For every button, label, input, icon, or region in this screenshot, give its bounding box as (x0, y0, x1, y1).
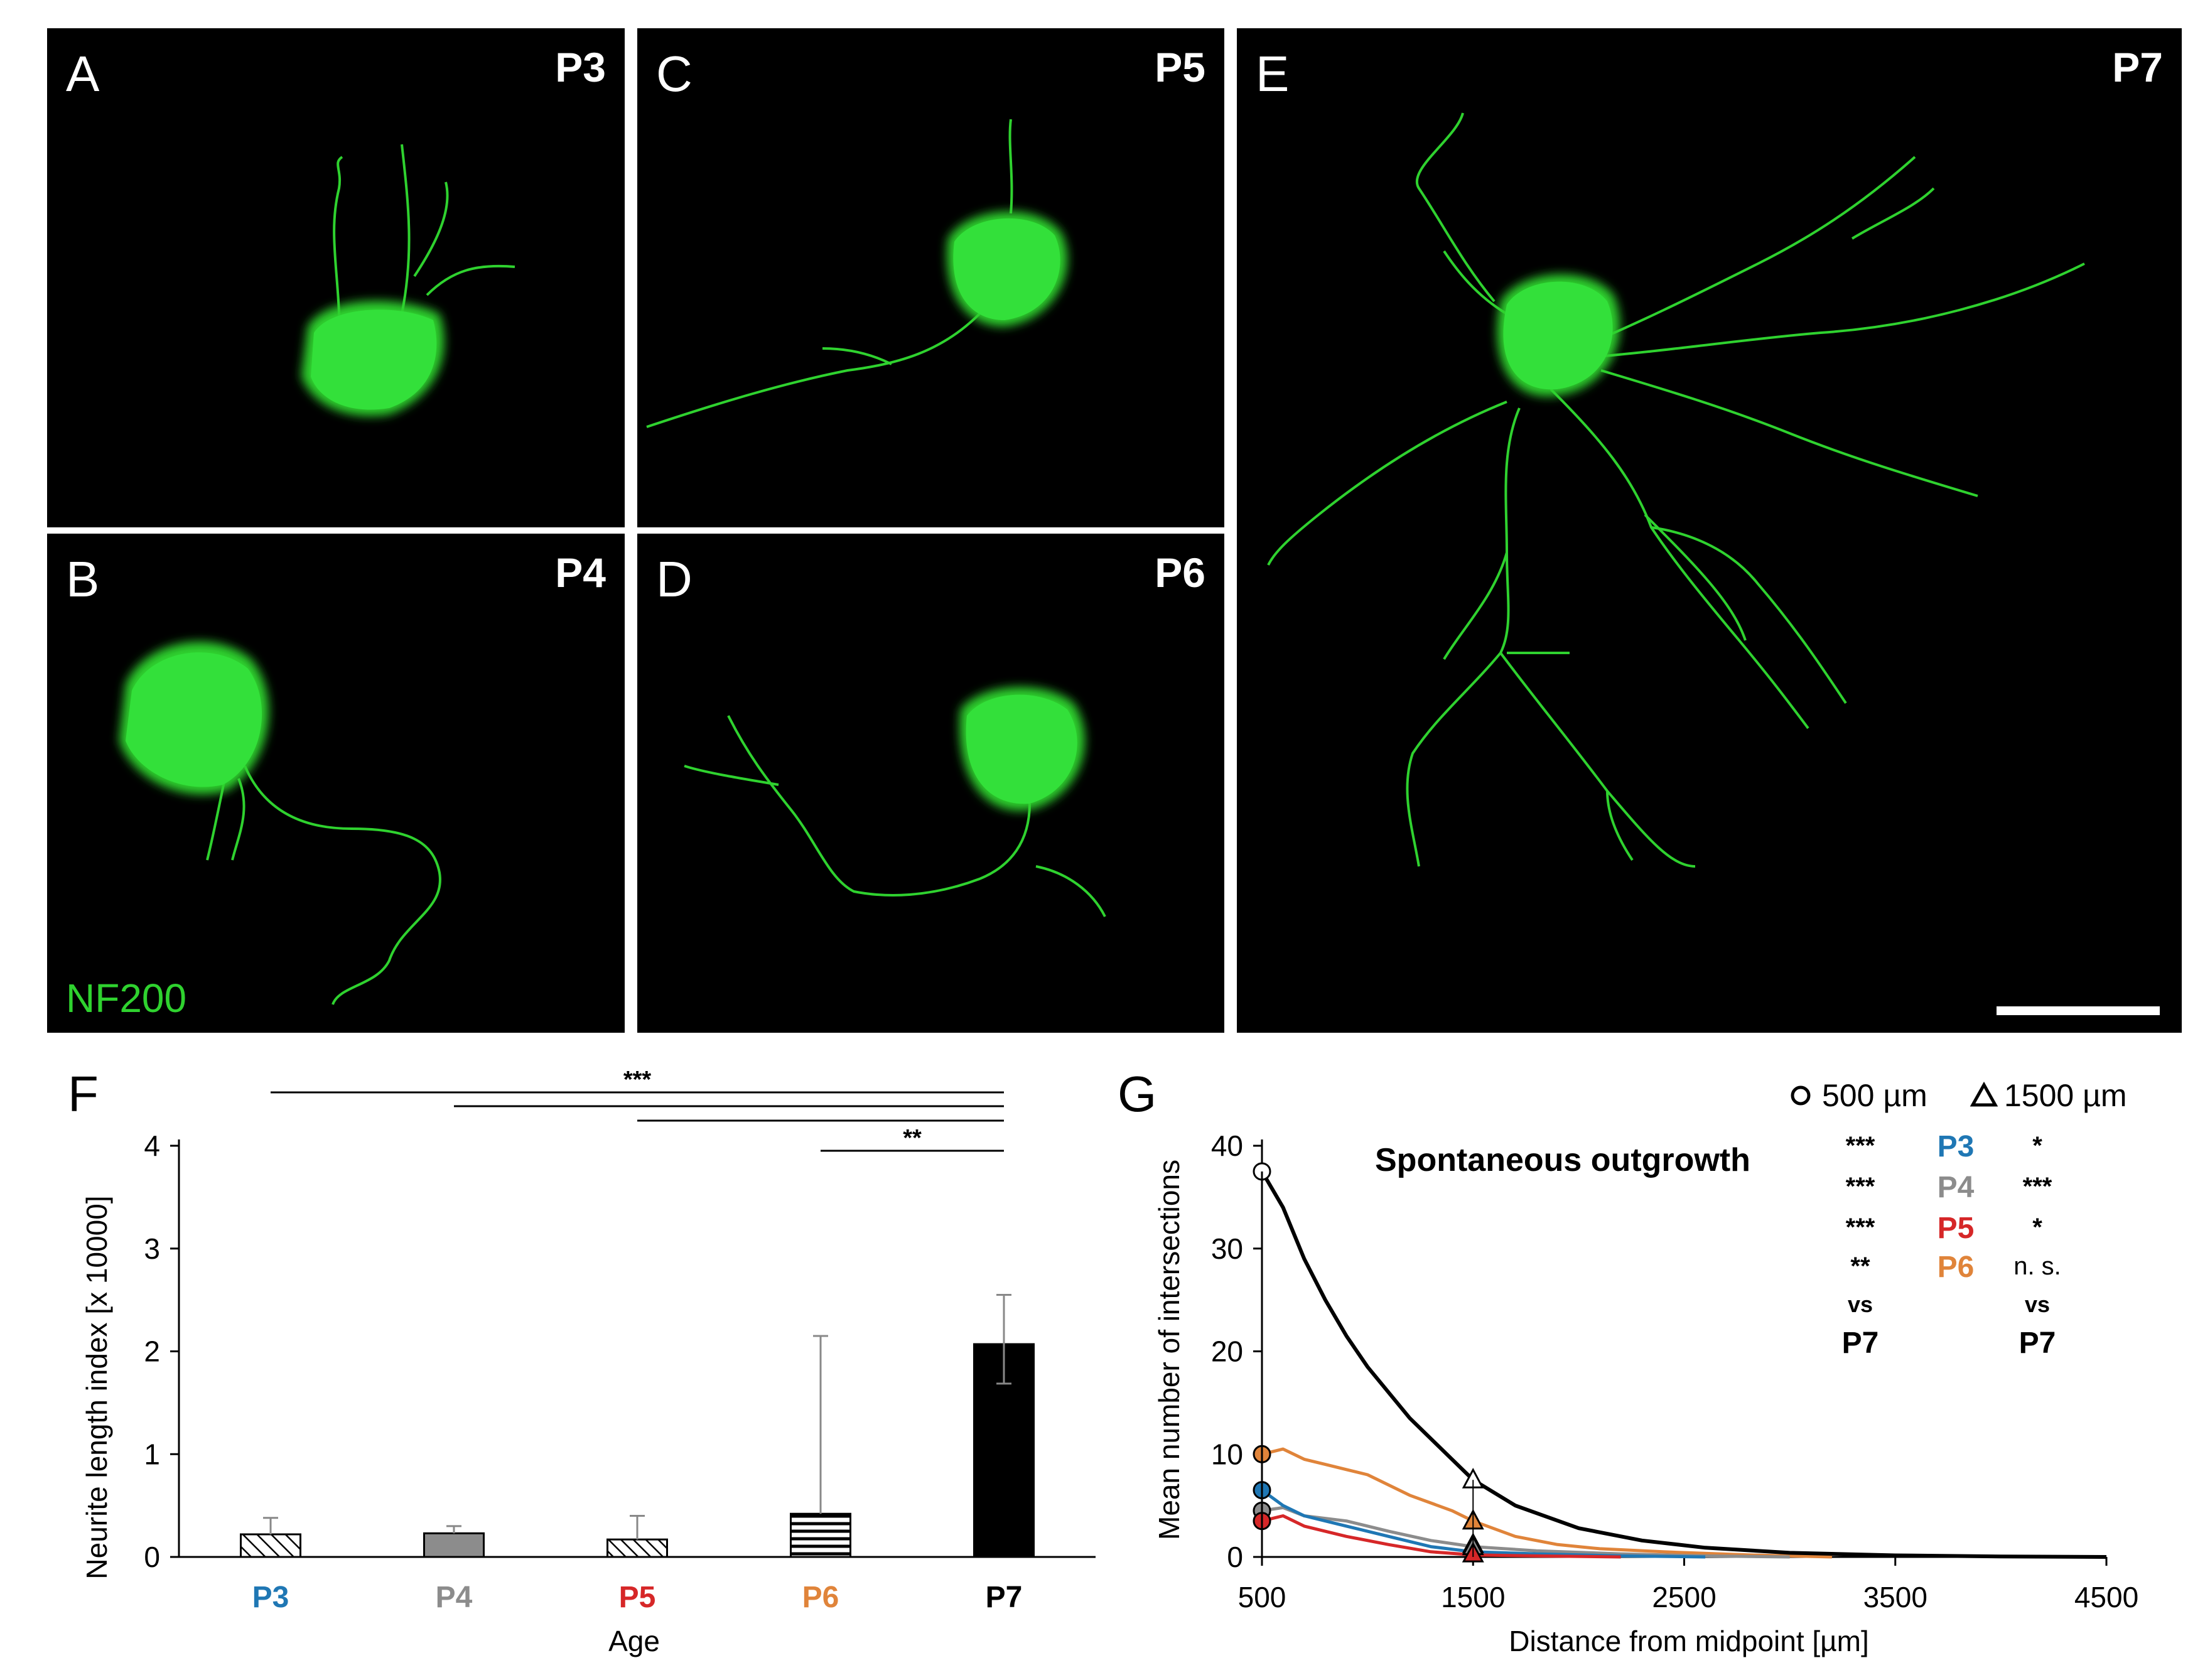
stats-ref-left: P7 (1842, 1327, 1879, 1360)
stats-row: *** P3 * (1846, 1130, 2043, 1163)
series-line-p5 (1261, 1514, 1621, 1559)
stats-p6-1500: n. s. (2013, 1252, 2061, 1280)
neurites-e (1267, 112, 2085, 868)
scale-bar (1997, 1006, 2160, 1015)
panel-age-e: P7 (2112, 44, 2163, 90)
chart-f-ylabel: Neurite length index [x 10000] (80, 1195, 113, 1579)
legend-triangle-icon (1970, 1081, 1998, 1107)
panel-age-c: P5 (1155, 44, 1205, 90)
chart-g-xlabel: Distance from midpoint [µm] (1509, 1625, 1869, 1657)
panel-letter-d: D (656, 551, 693, 607)
stats-p4-1500: *** (2023, 1173, 2052, 1200)
chart-g-xtick-label: 1500 (1441, 1581, 1505, 1613)
bar-p3 (240, 1533, 301, 1558)
chart-g-ytick-label: 20 (1211, 1335, 1243, 1368)
stats-p5-1500: * (2032, 1214, 2042, 1241)
legend-circle-icon (1791, 1085, 1811, 1106)
bar-p6 (790, 1512, 851, 1558)
chart-g-ytick-label: 40 (1211, 1129, 1243, 1162)
chart-f-xlabel: Age (608, 1625, 660, 1657)
chart-g-ytick-label: 10 (1211, 1438, 1243, 1470)
panel-letter-e: E (1256, 46, 1289, 102)
panel-age-d: P6 (1155, 549, 1205, 596)
legend-circle-label: 500 µm (1822, 1078, 1927, 1113)
significance-label: ** (903, 1125, 922, 1151)
chart-g-xtick-label: 4500 (2074, 1581, 2138, 1613)
chart-g-xtick-label: 500 (1238, 1581, 1286, 1613)
category-label-p6: P6 (802, 1581, 839, 1614)
micrograph-panels: A P3 B P4 NF200 (47, 28, 2182, 1033)
neurites-c (646, 119, 1013, 428)
chart-f-ytick-label: 2 (144, 1335, 160, 1368)
panel-c: C P5 (637, 28, 1224, 527)
panel-letter-a: A (66, 46, 100, 102)
chart-f-ytick-label: 1 (144, 1438, 160, 1470)
stats-row: ** P6 n. s. (1850, 1251, 2061, 1284)
neurites-d (684, 715, 1106, 917)
category-label-p7: P7 (986, 1581, 1023, 1614)
stats-p5-500: *** (1846, 1214, 1875, 1241)
chart-g-stats: *** P3 * *** P4 *** *** P5 * ** P6 n. s.… (1842, 1130, 2061, 1360)
chart-g-ytick-label: 0 (1227, 1541, 1243, 1573)
stats-vs-left: vs (1848, 1291, 1873, 1317)
bar-p5 (606, 1538, 668, 1558)
chart-g-title: Spontaneous outgrowth (1375, 1142, 1750, 1178)
legend-triangle-label: 1500 µm (2004, 1078, 2127, 1113)
panel-letter-c: C (656, 46, 693, 102)
panel-letter-b: B (66, 551, 99, 607)
panel-age-a: P3 (555, 44, 606, 90)
chart-g-legend: 500 µm 1500 µm (1791, 1078, 2127, 1113)
stats-vs-right: vs (2025, 1291, 2050, 1317)
bar-p4 (423, 1532, 485, 1558)
category-label-p3: P3 (252, 1581, 289, 1614)
series-line-p6 (1261, 1447, 1832, 1559)
stain-label: NF200 (66, 976, 186, 1021)
series-line-p7 (1260, 1170, 2107, 1559)
category-label-p4: P4 (436, 1581, 473, 1614)
chart-g-xtick-label: 2500 (1652, 1581, 1716, 1613)
stats-p3-1500: * (2032, 1132, 2042, 1160)
chart-g: G Mean number of intersections Distance … (1118, 1066, 2138, 1657)
chart-f-ytick-label: 0 (144, 1541, 160, 1573)
stats-p3-age: P3 (1938, 1130, 1975, 1163)
panel-d: D P6 (637, 534, 1224, 1033)
stats-p4-500: *** (1846, 1173, 1875, 1200)
panel-letter-f: F (68, 1066, 99, 1122)
panel-letter-g: G (1118, 1066, 1156, 1122)
chart-f: F Neurite length index [x 10000] Age 0 1 2… (68, 1066, 1096, 1657)
chart-g-ytick-label: 30 (1211, 1232, 1243, 1265)
panel-age-b: P4 (555, 549, 606, 596)
stats-row: *** P4 *** (1846, 1171, 2052, 1204)
stats-p5-age: P5 (1938, 1212, 1975, 1245)
chart-g-ylabel: Mean number of intersections (1153, 1160, 1185, 1540)
stats-p6-500: ** (1850, 1252, 1870, 1280)
stats-p4-age: P4 (1938, 1171, 1975, 1204)
panel-e: E P7 (1237, 28, 2182, 1033)
panel-b: B P4 NF200 (47, 534, 625, 1033)
chart-f-ytick-label: 3 (144, 1232, 160, 1265)
chart-g-xtick-label: 3500 (1863, 1581, 1927, 1613)
stats-ref-right: P7 (2019, 1327, 2056, 1360)
stats-row: *** P5 * (1846, 1212, 2043, 1245)
chart-f-ytick-label: 4 (144, 1129, 160, 1162)
category-label-p5: P5 (619, 1581, 656, 1614)
stats-p3-500: *** (1846, 1132, 1875, 1160)
stats-p6-age: P6 (1938, 1251, 1975, 1284)
significance-label: *** (623, 1067, 652, 1093)
panel-a: A P3 (47, 28, 625, 527)
